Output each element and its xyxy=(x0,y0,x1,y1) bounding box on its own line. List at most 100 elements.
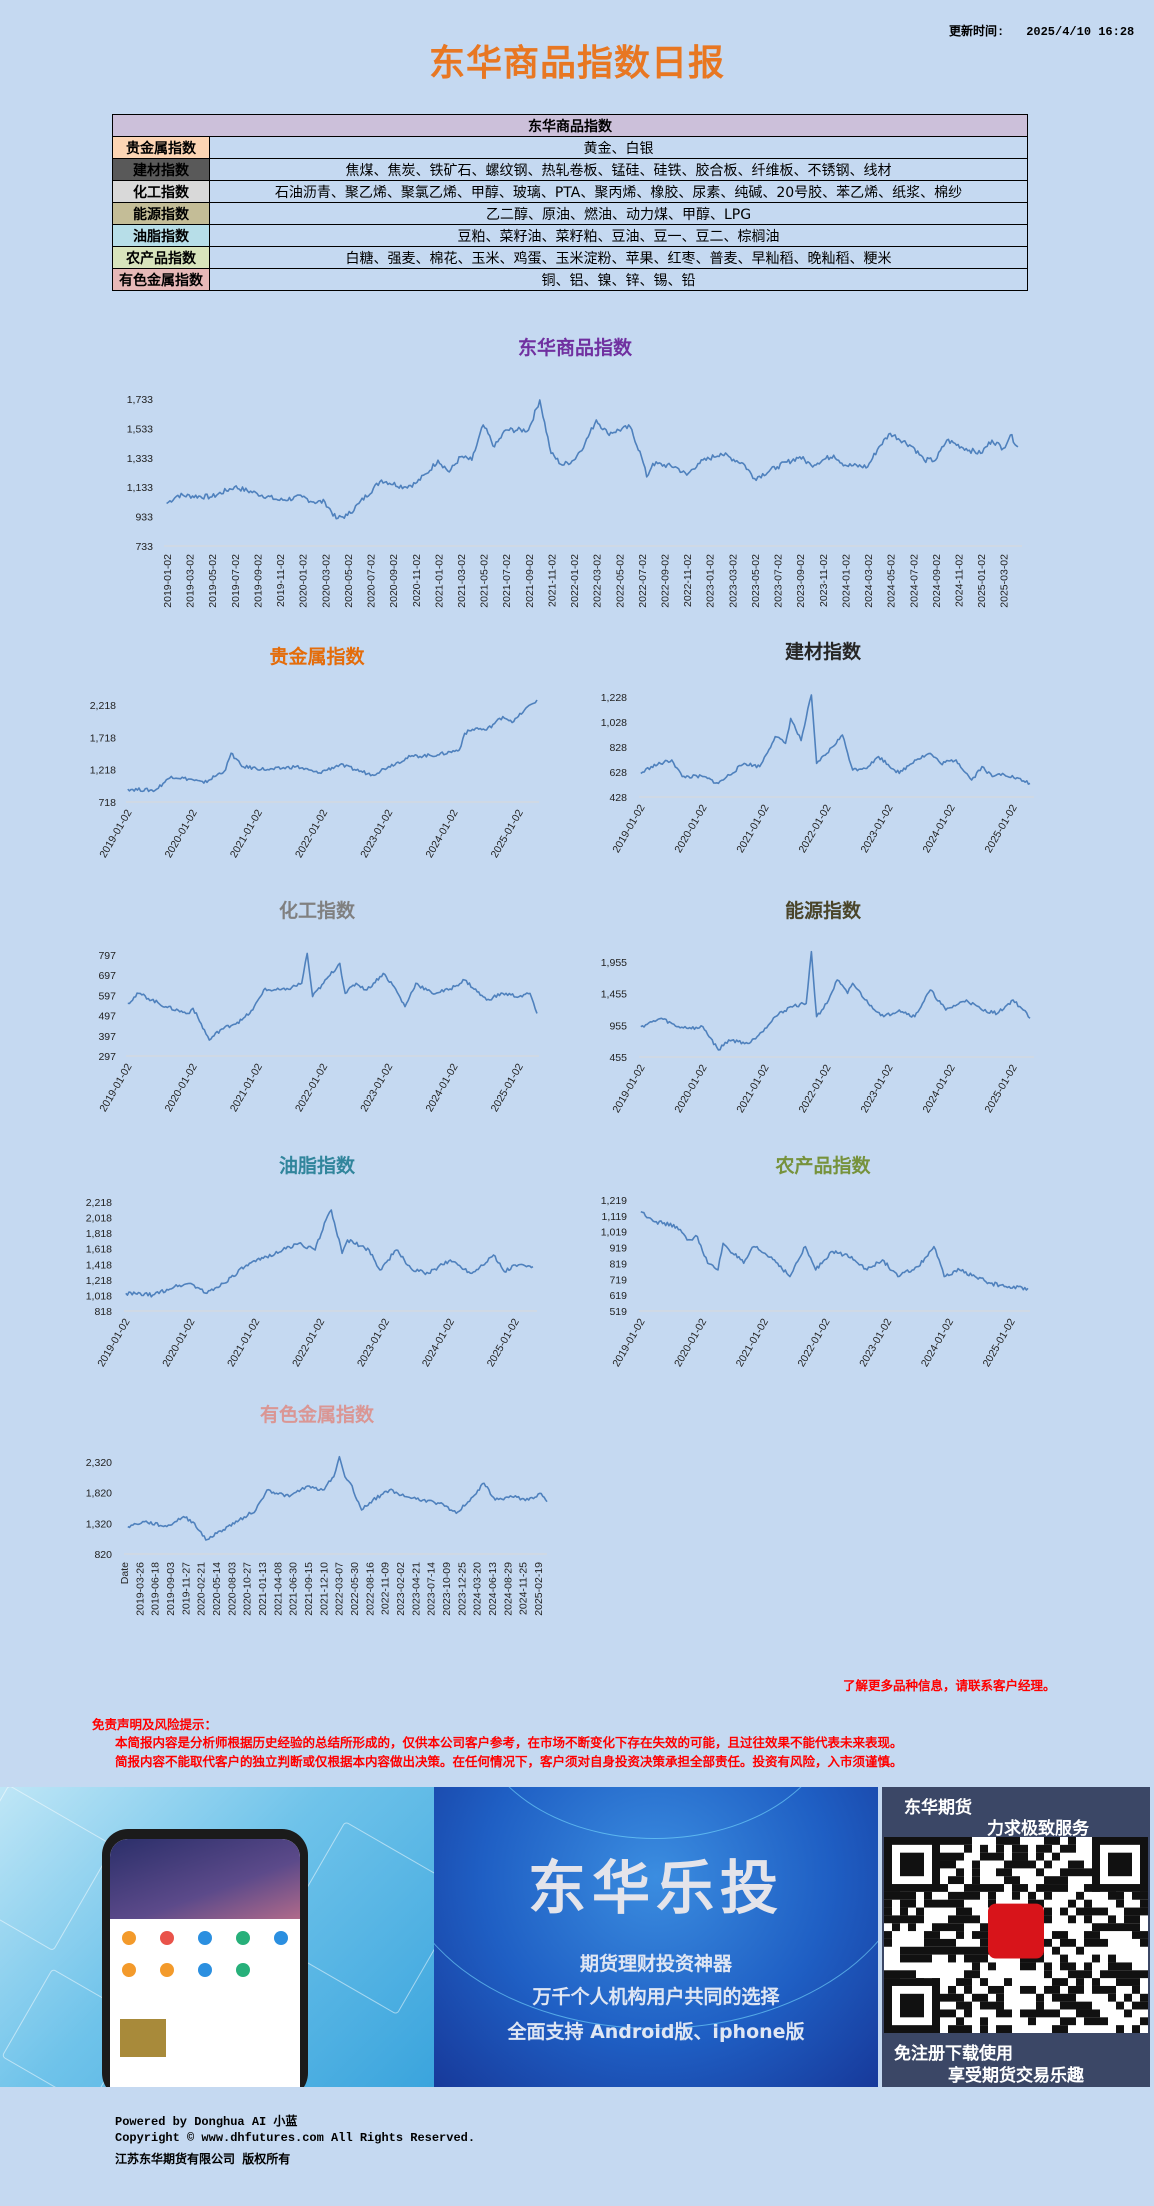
x-tick-label: 2022-11-09 xyxy=(380,1562,392,1615)
x-tick-label: 2025-01-02 xyxy=(982,802,1019,855)
series-line xyxy=(640,950,1031,1051)
index-components: 白糖、强麦、棉花、玉米、鸡蛋、玉米淀粉、苹果、红枣、普麦、早籼稻、晚籼稻、粳米 xyxy=(209,246,1028,269)
x-tick-label: 2021-01-13 xyxy=(257,1562,269,1616)
y-tick-label: 497 xyxy=(98,1011,116,1023)
x-tick-label: 2020-10-27 xyxy=(242,1562,254,1616)
index-components: 乙二醇、原油、燃油、动力煤、甲醇、LPG xyxy=(209,202,1028,225)
index-category-label: 化工指数 xyxy=(112,180,210,203)
x-tick-label: 2023-04-21 xyxy=(410,1562,422,1616)
y-tick-label: 718 xyxy=(98,797,116,809)
promo-line: 万千个人机构用户共同的选择 xyxy=(532,1986,780,2008)
y-tick-label: 1,455 xyxy=(601,989,627,1001)
x-tick-label: 2020-11-02 xyxy=(411,554,423,607)
series-line xyxy=(125,1209,534,1298)
x-tick-label: 2024-06-13 xyxy=(487,1562,499,1616)
x-tick-label: 2019-03-26 xyxy=(134,1562,146,1616)
x-tick-label: 2025-01-02 xyxy=(489,807,526,860)
x-tick-label: 2021-01-02 xyxy=(228,1061,265,1114)
x-tick-label: 2021-04-08 xyxy=(272,1562,284,1616)
phone-promo-image xyxy=(0,1787,434,2087)
x-tick-label: 2024-01-02 xyxy=(420,1316,457,1369)
chart-title-chemicals: 化工指数 xyxy=(278,900,355,922)
x-tick-label: 2019-09-02 xyxy=(252,554,264,608)
index-components: 焦煤、焦炭、铁矿石、螺纹钢、热轧卷板、锰硅、硅铁、胶合板、纤维板、不锈钢、线材 xyxy=(209,158,1028,181)
x-tick-label: 2021-01-02 xyxy=(734,1062,771,1115)
table-row: 建材指数 焦煤、焦炭、铁矿石、螺纹钢、热轧卷板、锰硅、硅铁、胶合板、纤维板、不锈钢… xyxy=(112,158,1028,181)
qr-top-text: 力求极致服务 xyxy=(987,1819,1089,1839)
chart-title-precious-metals: 贵金属指数 xyxy=(269,646,365,668)
index-category-label: 贵金属指数 xyxy=(112,136,210,159)
y-tick-label: 1,733 xyxy=(127,394,153,406)
x-tick-label: 2023-03-02 xyxy=(727,554,739,608)
y-tick-label: 1,218 xyxy=(90,765,116,777)
y-tick-label: 955 xyxy=(609,1020,627,1032)
y-tick-label: 2,320 xyxy=(86,1457,112,1469)
x-tick-label: 2025-01-02 xyxy=(489,1061,526,1114)
x-tick-label: 2025-01-02 xyxy=(981,1316,1018,1369)
x-tick-label: 2019-09-03 xyxy=(165,1562,177,1616)
y-tick-label: 1,333 xyxy=(127,453,153,465)
x-tick-label: 2022-01-02 xyxy=(290,1316,327,1369)
copyright: Copyright © www.dhfutures.com All Rights… xyxy=(115,2131,476,2145)
x-tick-label: 2019-01-02 xyxy=(610,802,647,855)
y-tick-label: 455 xyxy=(609,1052,627,1064)
index-category-label: 油脂指数 xyxy=(112,224,210,247)
y-tick-label: 1,618 xyxy=(86,1244,112,1256)
x-tick-label: 2022-01-02 xyxy=(569,554,581,608)
y-tick-label: 2,218 xyxy=(90,700,116,712)
x-tick-label: 2023-10-09 xyxy=(441,1562,453,1616)
y-tick-label: 1,218 xyxy=(86,1275,112,1287)
index-category-label: 有色金属指数 xyxy=(112,268,210,291)
chart-title-building-materials: 建材指数 xyxy=(784,641,861,663)
x-tick-label: 2025-01-02 xyxy=(976,554,988,608)
x-tick-label: 2020-08-03 xyxy=(226,1562,238,1616)
x-tick-label: 2021-01-02 xyxy=(228,807,265,860)
y-tick-label: 428 xyxy=(609,792,627,804)
promo-line: 期货理财投资神器 xyxy=(579,1953,732,1975)
x-tick-label: 2019-06-18 xyxy=(150,1562,162,1616)
x-tick-label: 2020-07-02 xyxy=(366,554,378,608)
table-row: 有色金属指数 铜、铝、镍、锌、锡、铅 xyxy=(112,268,1028,291)
x-tick-label: 2021-11-02 xyxy=(546,554,558,607)
x-tick-label: 2019-01-02 xyxy=(97,1061,134,1114)
x-tick-label: 2023-01-02 xyxy=(858,802,895,855)
chart-nonferrous: 820 1,320 1,820 2,320 Date 2019-03-26 2019-06-… xyxy=(86,1455,548,1616)
x-tick-label: 2020-01-02 xyxy=(672,802,709,855)
app-promo-text-panel: 东华乐投 期货理财投资神器 万千个人机构用户共同的选择 全面支持 Android… xyxy=(434,1787,878,2087)
table-row: 贵金属指数 黄金、白银 xyxy=(112,136,1028,159)
app-promo-banner[interactable]: 东华乐投 期货理财投资神器 万千个人机构用户共同的选择 全面支持 Android… xyxy=(0,1787,1154,2087)
x-tick-label: 2024-01-02 xyxy=(423,1061,460,1114)
x-tick-label: 2024-01-02 xyxy=(920,1062,957,1115)
x-tick-label: 2023-12-25 xyxy=(456,1562,468,1616)
chart-chemicals: 297 397 497 597 697 797 2019-01-02 2020-01-02 20… xyxy=(97,950,539,1114)
y-tick-label: 519 xyxy=(609,1306,627,1318)
x-tick-label: 2023-01-02 xyxy=(355,1316,392,1369)
x-tick-label: 2022-01-02 xyxy=(796,1062,833,1115)
x-tick-label: 2022-11-02 xyxy=(682,554,694,607)
x-tick-label: 2022-01-02 xyxy=(796,802,833,855)
page-title: 东华商品指数日报 xyxy=(428,43,725,84)
x-tick-label: 2025-03-02 xyxy=(999,554,1011,608)
app-name: 东华乐投 xyxy=(527,1854,784,1922)
y-tick-label: 1,818 xyxy=(86,1228,112,1240)
x-tick-label: 2019-11-02 xyxy=(275,554,287,607)
x-tick-label: 2021-01-02 xyxy=(433,554,445,608)
x-tick-label: 2020-01-02 xyxy=(672,1316,709,1369)
qr-code[interactable] xyxy=(884,1837,1148,2033)
qr-bottom-text: 享受期货交易乐趣 xyxy=(948,2066,1084,2086)
y-tick-label: 797 xyxy=(98,950,116,962)
x-tick-label: 2019-01-02 xyxy=(97,807,134,860)
qr-code-panel[interactable]: 东华期货 力求极致服务 免注册下载使用 享受期货交易乐趣 xyxy=(882,1787,1150,2087)
chart-title-agriculture: 农产品指数 xyxy=(775,1155,871,1177)
chart-title-nonferrous: 有色金属指数 xyxy=(259,1404,374,1426)
x-tick-label: 2019-01-02 xyxy=(610,1062,647,1115)
x-tick-label: 2022-01-02 xyxy=(795,1316,832,1369)
x-tick-label: 2023-07-02 xyxy=(773,554,785,608)
x-tick-label: 2024-01-02 xyxy=(423,807,460,860)
x-tick-label: 2022-07-02 xyxy=(637,554,649,608)
y-tick-label: 1,718 xyxy=(90,732,116,744)
x-tick-label: 2024-01-02 xyxy=(920,802,957,855)
y-tick-label: 2,218 xyxy=(86,1197,112,1209)
x-tick-label: 2023-07-14 xyxy=(426,1562,438,1616)
qr-bottom-text: 免注册下载使用 xyxy=(894,2044,1013,2064)
